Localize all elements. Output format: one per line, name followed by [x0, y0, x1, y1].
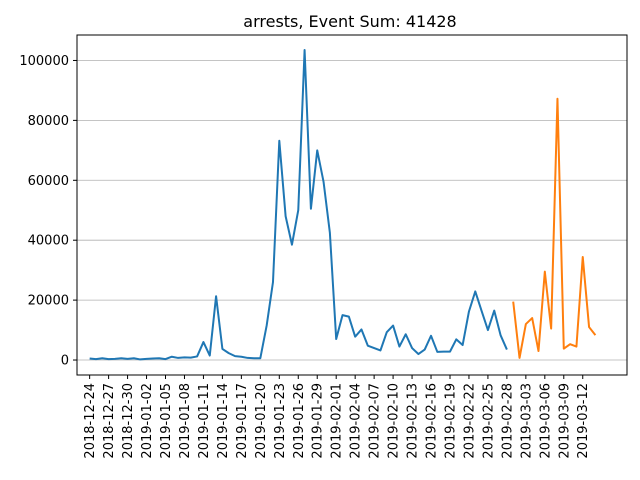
- x-tick-label: 2019-01-17: [235, 383, 250, 459]
- x-tick-label: 2019-01-23: [273, 383, 288, 459]
- x-tick-label: 2019-01-08: [178, 383, 193, 459]
- x-tick-label: 2019-01-02: [140, 383, 155, 459]
- x-tick-label: 2019-02-19: [443, 383, 458, 459]
- x-tick-label: 2019-02-10: [387, 383, 402, 459]
- x-axis: 2018-12-24 2018-12-27 2018-12-30 2019-01-02…: [83, 375, 591, 459]
- x-tick-label: 2019-01-05: [159, 383, 174, 459]
- y-tick-label: 20000: [28, 294, 69, 309]
- y-tick-label: 40000: [28, 234, 69, 249]
- x-tick-label: 2019-01-14: [216, 383, 231, 459]
- x-tick-label: 2019-02-01: [330, 383, 345, 459]
- x-tick-label: 2018-12-24: [83, 383, 98, 459]
- x-tick-label: 2019-01-11: [197, 383, 212, 459]
- grid: [77, 60, 627, 361]
- x-tick-label: 2018-12-30: [121, 383, 136, 459]
- series-line-1: [89, 48, 508, 361]
- y-tick-label: 100000: [19, 54, 69, 69]
- plot-frame: [76, 34, 628, 376]
- x-tick-label: 2019-01-29: [311, 383, 326, 459]
- chart-title: arrests, Event Sum: 41428: [243, 12, 456, 31]
- x-tick-label: 2019-01-20: [254, 383, 269, 459]
- series-line-2: [512, 97, 597, 359]
- x-tick-label: 2019-02-22: [462, 383, 477, 459]
- series-layer: [89, 48, 597, 361]
- x-tick-label: 2019-03-03: [519, 383, 534, 459]
- x-tick-label: 2019-02-28: [500, 383, 515, 459]
- x-tick-label: 2019-03-06: [538, 383, 553, 459]
- x-tick-label: 2019-01-26: [292, 383, 307, 459]
- x-tick-label: 2019-02-16: [425, 383, 440, 459]
- y-tick-label: 0: [61, 354, 69, 369]
- x-tick-label: 2019-02-13: [406, 383, 421, 459]
- y-tick-label: 80000: [28, 114, 69, 129]
- x-tick-label: 2019-02-04: [349, 383, 364, 459]
- x-tick-label: 2019-02-25: [481, 383, 496, 459]
- x-tick-label: 2019-02-07: [368, 383, 383, 459]
- x-tick-label: 2019-03-12: [576, 383, 591, 459]
- y-axis: 0 20000 40000 60000 80000 100000: [19, 54, 77, 369]
- y-tick-label: 60000: [28, 174, 69, 189]
- x-tick-label: 2018-12-27: [102, 383, 117, 459]
- x-tick-label: 2019-03-09: [557, 383, 572, 459]
